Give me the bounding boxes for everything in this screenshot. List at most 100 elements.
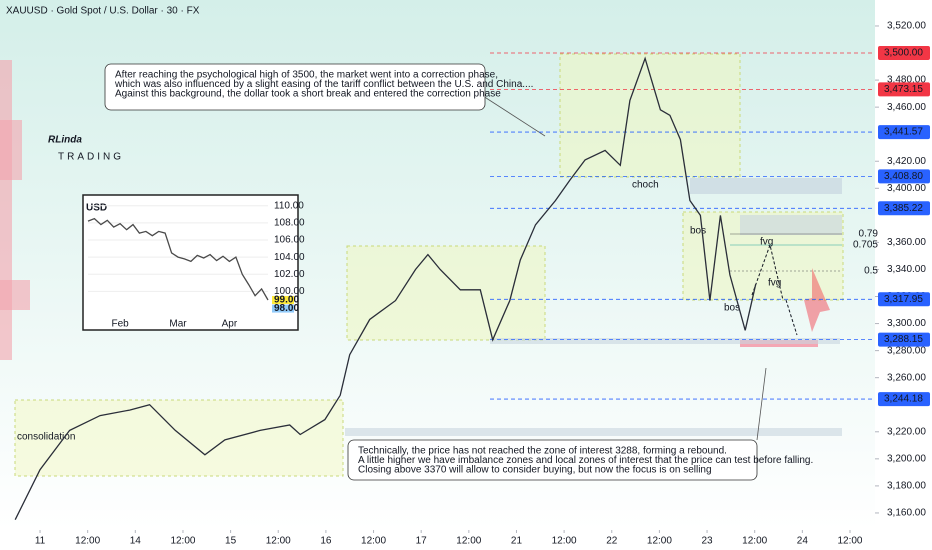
x-tick-label: 24 — [797, 536, 809, 547]
y-tick-label: 3,420.00 — [887, 156, 926, 167]
inset-title: USD — [86, 203, 107, 214]
x-tick-label: 23 — [701, 536, 713, 547]
interest-zone — [490, 338, 840, 344]
annotation: fvg — [768, 278, 781, 289]
x-tick-label: 12:00 — [75, 536, 100, 547]
level-badge — [878, 46, 930, 61]
y-tick-label: 3,280.00 — [887, 345, 926, 356]
y-tick-label: 3,480.00 — [887, 75, 926, 86]
level-badge — [878, 82, 930, 97]
annotation: fvg — [760, 237, 773, 248]
inset-x-label: Feb — [112, 319, 130, 330]
zone — [14, 399, 344, 477]
y-tick-label: 3,220.00 — [887, 426, 926, 437]
x-tick-label: 15 — [225, 536, 237, 547]
y-tick-label: 3,300.00 — [887, 318, 926, 329]
fib-label: 0.705 — [853, 240, 878, 251]
annotation: bos — [724, 303, 740, 314]
level-label: 3,441.57 — [884, 127, 923, 138]
y-tick-label: 3,180.00 — [887, 481, 926, 492]
fib-label: 0.5 — [864, 266, 878, 277]
level-badge — [878, 125, 930, 140]
sell-arrow — [804, 268, 830, 332]
volume-profile-bars — [0, 60, 12, 360]
level-badge — [878, 392, 930, 407]
annotation: consolidation — [17, 432, 75, 443]
level-label: 3,473.15 — [884, 84, 923, 95]
logo: RLinda — [48, 135, 82, 146]
level-label: 3,244.18 — [884, 394, 923, 405]
inset-y-label: 104.00 — [274, 252, 305, 263]
level-badge — [878, 332, 930, 347]
level-badge — [878, 292, 930, 307]
note-box — [104, 63, 486, 111]
chart-title: XAUUSD · Gold Spot / U.S. Dollar · 30 · … — [6, 6, 200, 17]
imbalance-zone — [690, 178, 842, 194]
fib-label: 0.79 — [859, 229, 879, 240]
level-label: 3,500.00 — [884, 48, 923, 59]
x-tick-label: 16 — [320, 536, 332, 547]
inset-y-label: 102.00 — [274, 269, 305, 280]
volume-profile-bars — [0, 280, 30, 310]
y-tick-label: 3,520.00 — [887, 21, 926, 32]
volume-profile-bars — [0, 120, 22, 180]
x-tick-label: 12:00 — [742, 536, 767, 547]
inset-badge-label: 98.00 — [274, 303, 299, 314]
x-tick-label: 12:00 — [837, 536, 862, 547]
note-box — [347, 439, 758, 481]
annotation: choch — [632, 180, 659, 191]
inset-x-label: Apr — [222, 319, 238, 330]
x-tick-label: 22 — [606, 536, 618, 547]
level-label: 3,385.22 — [884, 203, 923, 214]
x-tick-label: 12:00 — [361, 536, 386, 547]
y-tick-label: 3,200.00 — [887, 453, 926, 464]
x-tick-label: 14 — [130, 536, 142, 547]
imbalance-zone — [740, 215, 842, 235]
inset-badge-label: 99.00 — [274, 295, 299, 306]
logo-sub: TRADING — [58, 152, 124, 163]
note-text: A little higher we have imbalance zones … — [358, 455, 813, 466]
note-text: which was also influenced by a slight ea… — [114, 79, 533, 90]
x-tick-label: 21 — [511, 536, 523, 547]
price-line — [87, 217, 269, 301]
x-tick-label: 12:00 — [552, 536, 577, 547]
inset-y-label: 108.00 — [274, 217, 305, 228]
y-tick-label: 3,360.00 — [887, 237, 926, 248]
y-tick-label: 3,260.00 — [887, 372, 926, 383]
zone — [346, 245, 546, 341]
callout-pointer — [756, 367, 767, 441]
level-badge — [878, 169, 930, 184]
note-text: Technically, the price has not reached t… — [358, 446, 727, 457]
y-tick-label: 3,460.00 — [887, 102, 926, 113]
level-label: 3,408.80 — [884, 171, 923, 182]
x-tick-label: 11 — [35, 536, 46, 547]
y-tick-label: 3,400.00 — [887, 183, 926, 194]
inset-frame — [82, 194, 299, 331]
y-tick-label: 3,160.00 — [887, 508, 926, 519]
interest-zone — [345, 428, 842, 436]
annotation: bos — [690, 226, 706, 237]
inset-badge — [272, 296, 294, 304]
zones — [14, 53, 844, 477]
level-label: 3,288.15 — [884, 334, 923, 345]
level-label: 3,317.95 — [884, 294, 923, 305]
x-tick-label: 12:00 — [170, 536, 195, 547]
inset-x-label: Mar — [169, 319, 187, 330]
y-tick-label: 3,340.00 — [887, 264, 926, 275]
level-badge — [878, 201, 930, 216]
x-tick-label: 12:00 — [266, 536, 291, 547]
inset-y-label: 110.00 — [274, 200, 304, 211]
callout-pointer — [482, 95, 546, 137]
note-text: Against this background, the dollar took… — [115, 89, 501, 100]
inset-y-label: 106.00 — [274, 235, 305, 246]
x-tick-label: 12:00 — [456, 536, 481, 547]
note-text: After reaching the psychological high of… — [115, 70, 498, 81]
price-line — [14, 56, 757, 520]
note-text: Closing above 3370 will allow to conside… — [358, 465, 712, 476]
x-tick-label: 17 — [416, 536, 428, 547]
time-axis — [0, 530, 875, 550]
inset-y-label: 100.00 — [274, 286, 305, 297]
volume-profile — [0, 60, 30, 360]
x-tick-label: 12:00 — [647, 536, 672, 547]
